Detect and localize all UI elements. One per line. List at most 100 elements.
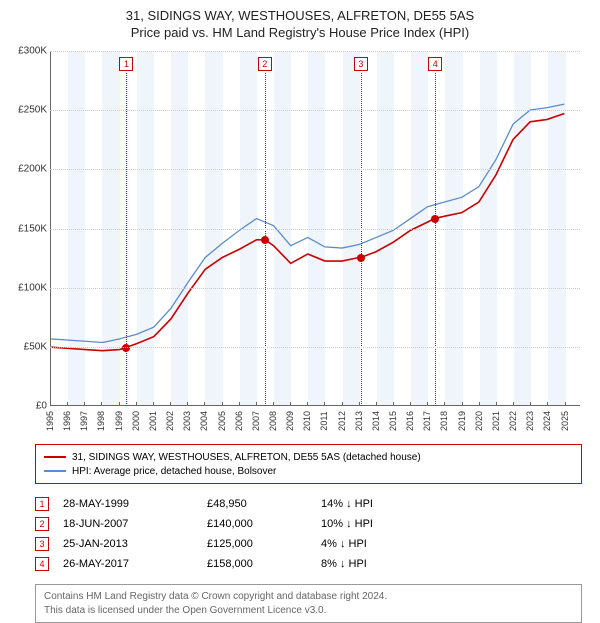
sale-date: 26-MAY-2017 bbox=[63, 558, 193, 570]
sale-date: 18-JUN-2007 bbox=[63, 518, 193, 530]
x-axis-tick: 2002 bbox=[165, 408, 175, 434]
table-row: 218-JUN-2007£140,00010% ↓ HPI bbox=[35, 514, 582, 534]
x-axis-tick: 1996 bbox=[62, 408, 72, 434]
x-axis-tick: 1998 bbox=[96, 408, 106, 434]
x-axis-tick: 2013 bbox=[354, 408, 364, 434]
x-tick-mark bbox=[547, 402, 548, 406]
sales-table: 128-MAY-1999£48,95014% ↓ HPI218-JUN-2007… bbox=[35, 494, 582, 574]
x-tick-mark bbox=[427, 402, 428, 406]
x-tick-mark bbox=[496, 402, 497, 406]
x-axis-tick: 2006 bbox=[234, 408, 244, 434]
sale-number-badge: 1 bbox=[35, 497, 49, 511]
x-tick-mark bbox=[565, 402, 566, 406]
legend-label: HPI: Average price, detached house, Bols… bbox=[72, 466, 276, 477]
legend-item: 31, SIDINGS WAY, WESTHOUSES, ALFRETON, D… bbox=[44, 450, 573, 464]
x-axis-tick: 1995 bbox=[45, 408, 55, 434]
sale-marker-badge: 2 bbox=[258, 57, 272, 71]
sale-price: £48,950 bbox=[207, 498, 307, 510]
x-tick-mark bbox=[67, 402, 68, 406]
x-tick-mark bbox=[170, 402, 171, 406]
x-axis-tick: 2010 bbox=[302, 408, 312, 434]
x-tick-mark bbox=[376, 402, 377, 406]
x-tick-mark bbox=[101, 402, 102, 406]
sale-point bbox=[357, 254, 365, 262]
gridline bbox=[50, 229, 580, 230]
sale-price: £125,000 bbox=[207, 538, 307, 550]
sale-marker-line bbox=[126, 73, 127, 406]
x-axis-tick: 2023 bbox=[525, 408, 535, 434]
x-axis-tick: 2000 bbox=[131, 408, 141, 434]
x-axis-tick: 2003 bbox=[182, 408, 192, 434]
x-tick-mark bbox=[290, 402, 291, 406]
x-tick-mark bbox=[136, 402, 137, 406]
x-axis-tick: 2021 bbox=[491, 408, 501, 434]
legend-item: HPI: Average price, detached house, Bols… bbox=[44, 464, 573, 478]
x-tick-mark bbox=[359, 402, 360, 406]
legend-box: 31, SIDINGS WAY, WESTHOUSES, ALFRETON, D… bbox=[35, 444, 582, 484]
sale-marker-badge: 3 bbox=[354, 57, 368, 71]
chart-container: 1 2 3 4 £0 £50K £100K £150K £200K £250K £300K 1995… bbox=[5, 46, 595, 436]
x-tick-mark bbox=[462, 402, 463, 406]
attribution-line1: Contains HM Land Registry data © Crown c… bbox=[44, 590, 573, 604]
attribution-line2: This data is licensed under the Open Gov… bbox=[44, 604, 573, 618]
x-axis-tick: 2020 bbox=[474, 408, 484, 434]
gridline bbox=[50, 51, 580, 52]
x-tick-mark bbox=[273, 402, 274, 406]
x-tick-mark bbox=[222, 402, 223, 406]
sale-vs-hpi: 4% ↓ HPI bbox=[321, 538, 421, 550]
x-axis-tick: 2014 bbox=[371, 408, 381, 434]
x-axis-tick: 2022 bbox=[508, 408, 518, 434]
x-tick-mark bbox=[513, 402, 514, 406]
sale-marker-badge: 1 bbox=[119, 57, 133, 71]
legend-swatch bbox=[44, 470, 66, 472]
table-row: 426-MAY-2017£158,0008% ↓ HPI bbox=[35, 554, 582, 574]
y-axis-tick: £0 bbox=[5, 401, 47, 412]
y-axis-tick: £250K bbox=[5, 105, 47, 116]
y-axis-tick: £300K bbox=[5, 46, 47, 57]
x-axis-tick: 2001 bbox=[148, 408, 158, 434]
series-hpi bbox=[51, 104, 564, 342]
x-tick-mark bbox=[324, 402, 325, 406]
table-row: 3 25-JAN-2013 £125,000 4% ↓ HPI bbox=[35, 534, 582, 554]
sale-point bbox=[431, 215, 439, 223]
sale-date: 25-JAN-2013 bbox=[63, 538, 193, 550]
chart-title-subtitle: Price paid vs. HM Land Registry's House … bbox=[0, 23, 600, 40]
sale-number-badge: 3 bbox=[35, 537, 49, 551]
x-tick-mark bbox=[153, 402, 154, 406]
gridline bbox=[50, 169, 580, 170]
x-tick-mark bbox=[119, 402, 120, 406]
sale-point bbox=[261, 236, 269, 244]
y-axis-tick: £50K bbox=[5, 341, 47, 352]
y-axis-tick: £150K bbox=[5, 223, 47, 234]
sale-number-badge: 4 bbox=[35, 557, 49, 571]
x-axis-tick: 2005 bbox=[217, 408, 227, 434]
x-axis-tick: 2024 bbox=[542, 408, 552, 434]
x-tick-mark bbox=[187, 402, 188, 406]
x-tick-mark bbox=[530, 402, 531, 406]
x-axis-tick: 2025 bbox=[560, 408, 570, 434]
sale-point bbox=[122, 344, 130, 352]
x-tick-mark bbox=[84, 402, 85, 406]
x-axis-tick: 2009 bbox=[285, 408, 295, 434]
x-axis-tick: 2011 bbox=[319, 408, 329, 434]
x-axis-tick: 2016 bbox=[405, 408, 415, 434]
x-tick-mark bbox=[204, 402, 205, 406]
gridline bbox=[50, 347, 580, 348]
x-axis-tick: 2018 bbox=[439, 408, 449, 434]
series-price_paid bbox=[51, 114, 564, 351]
x-tick-mark bbox=[479, 402, 480, 406]
y-axis-tick: £100K bbox=[5, 282, 47, 293]
attribution-box: Contains HM Land Registry data © Crown c… bbox=[35, 584, 582, 623]
x-axis-tick: 2015 bbox=[388, 408, 398, 434]
sale-number-badge: 2 bbox=[35, 517, 49, 531]
chart-title-address: 31, SIDINGS WAY, WESTHOUSES, ALFRETON, D… bbox=[0, 0, 600, 23]
x-axis-tick: 2019 bbox=[457, 408, 467, 434]
sale-marker-line bbox=[435, 73, 436, 406]
x-tick-mark bbox=[444, 402, 445, 406]
sale-vs-hpi: 10% ↓ HPI bbox=[321, 518, 421, 530]
x-tick-mark bbox=[410, 402, 411, 406]
y-axis-tick: £200K bbox=[5, 164, 47, 175]
gridline bbox=[50, 110, 580, 111]
sale-marker-badge: 4 bbox=[428, 57, 442, 71]
legend-swatch bbox=[44, 456, 66, 458]
